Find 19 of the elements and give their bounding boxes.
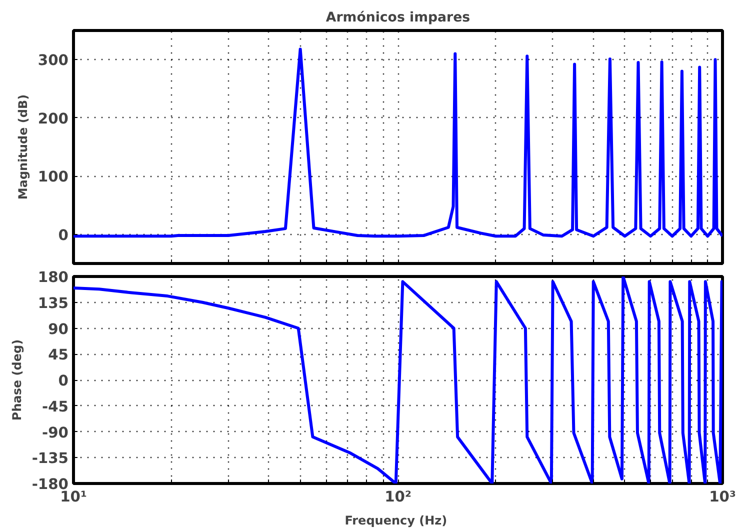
y-tick-label: 180 [38, 269, 68, 286]
y-tick-label: 100 [38, 168, 68, 186]
y-tick-label: -45 [42, 398, 69, 416]
y-axis-title: Magnitude (dB) [16, 94, 30, 200]
x-tick-label: 10¹ [60, 488, 87, 506]
y-tick-label: 200 [38, 110, 68, 128]
y-tick-label: 45 [48, 346, 69, 364]
y-tick-label: -90 [42, 424, 69, 442]
y-tick-label: 0 [58, 372, 69, 390]
y-tick-label: -135 [32, 450, 69, 468]
y-tick-label: 90 [48, 320, 69, 338]
y-axis-title: Phase (deg) [10, 339, 24, 421]
x-tick-label: 10² [384, 488, 412, 506]
x-tick-label: 10³ [709, 488, 736, 506]
y-tick-label: 135 [38, 294, 68, 312]
chart-title: Armónicos impares [326, 10, 470, 26]
x-axis-title: Frequency (Hz) [344, 514, 448, 528]
y-tick-label: 0 [58, 226, 69, 244]
y-tick-label: 300 [38, 52, 68, 70]
